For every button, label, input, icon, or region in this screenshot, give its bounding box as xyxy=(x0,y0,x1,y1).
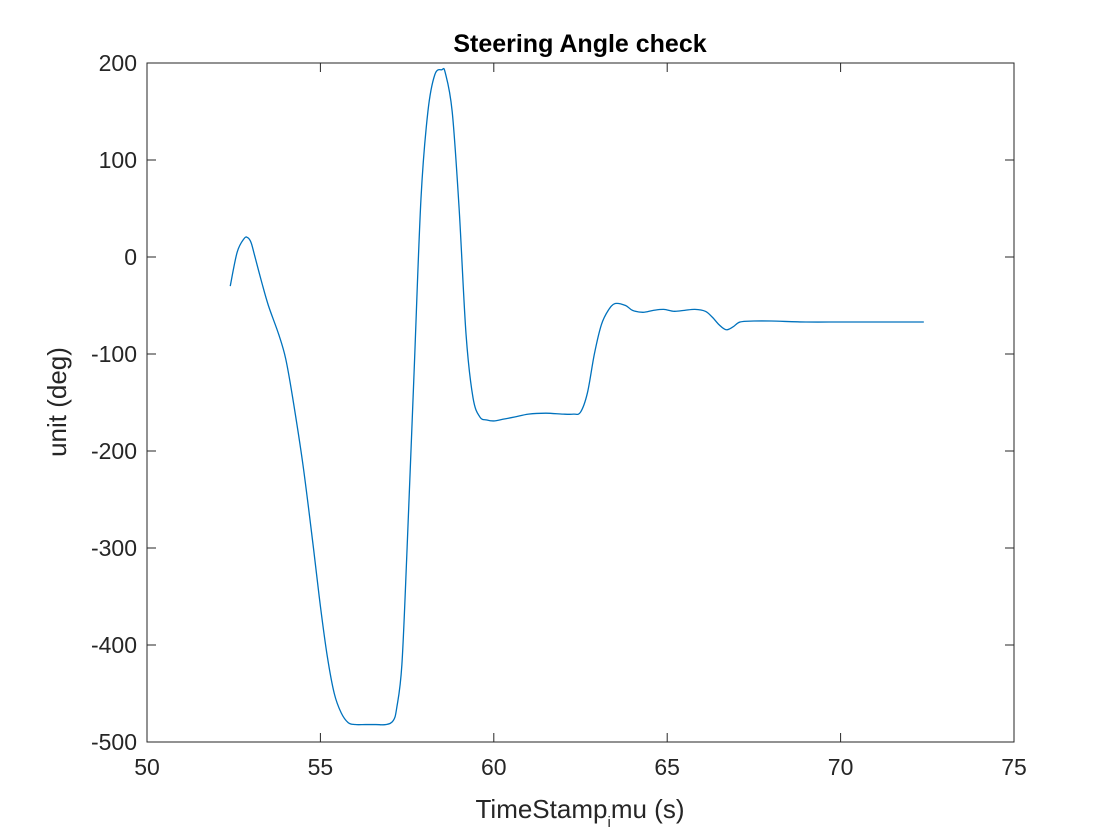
y-tick-label: -400 xyxy=(91,632,137,658)
x-tick-label: 60 xyxy=(481,754,507,780)
y-axis-label: unit (deg) xyxy=(42,347,72,457)
plot-area xyxy=(146,62,1015,743)
y-tick-label: -200 xyxy=(91,438,137,464)
series-line-steering-angle xyxy=(229,67,924,726)
x-tick-label: 65 xyxy=(654,754,680,780)
x-tick-label: 50 xyxy=(134,754,160,780)
y-tick-label: -500 xyxy=(91,729,137,755)
y-tick-label: 200 xyxy=(99,50,137,76)
x-axis-label: TimeStampimu (s) xyxy=(476,794,685,831)
x-axis-label-main: TimeStamp xyxy=(476,794,608,824)
x-axis-label-rest: mu (s) xyxy=(611,794,685,824)
y-tick-label: 100 xyxy=(99,147,137,173)
chart-title: Steering Angle check xyxy=(453,30,706,58)
y-tick-label: 0 xyxy=(124,244,137,270)
x-axis-label-subscript: i xyxy=(607,814,610,831)
x-axis-ticks: 50 55 60 65 70 75 xyxy=(134,63,1027,780)
y-axis-ticks: 200 100 0 -100 -200 -300 -400 -500 xyxy=(91,50,1014,755)
x-tick-label: 75 xyxy=(1001,754,1027,780)
x-tick-label: 55 xyxy=(308,754,334,780)
y-tick-label: -300 xyxy=(91,535,137,561)
y-tick-label: -100 xyxy=(91,341,137,367)
x-tick-label: 70 xyxy=(828,754,854,780)
